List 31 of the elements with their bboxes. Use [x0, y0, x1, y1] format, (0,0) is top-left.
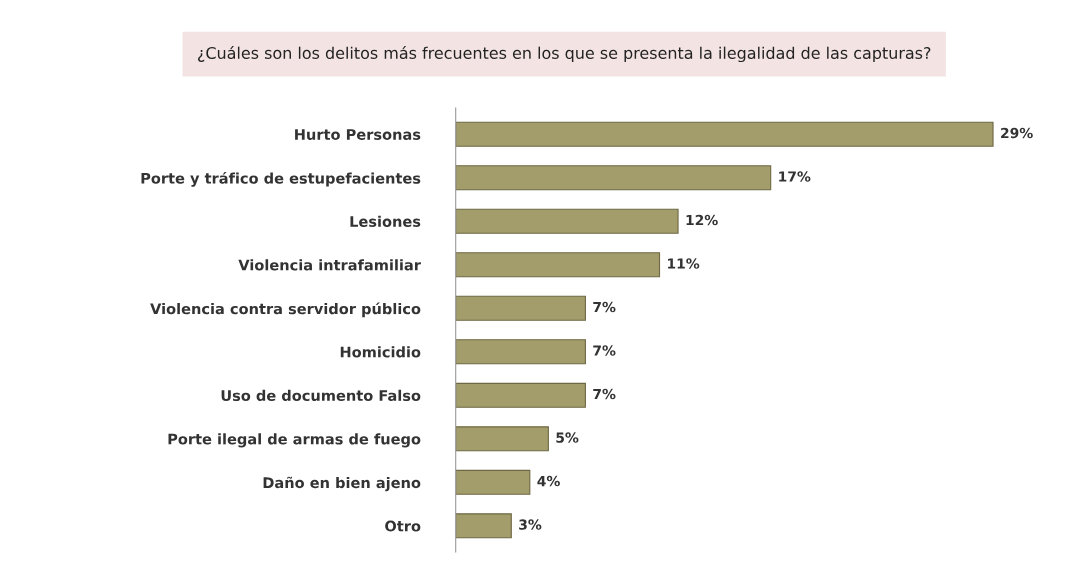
- data-label: 7%: [593, 388, 616, 400]
- bar: [455, 252, 661, 278]
- bar: [455, 121, 994, 147]
- data-label: 4%: [537, 475, 560, 487]
- y-tick-label: Violencia intrafamiliar: [238, 259, 421, 271]
- bar: [455, 382, 586, 408]
- y-tick-label: Uso de documento Falso: [221, 389, 421, 402]
- y-tick-label: Porte y tráfico de estupefacientes: [141, 171, 421, 187]
- bar: [455, 426, 549, 452]
- data-label: 5%: [556, 432, 579, 443]
- bar: [455, 165, 772, 191]
- data-label: 3%: [519, 519, 542, 530]
- data-label: 17%: [779, 171, 811, 182]
- bar: [455, 469, 531, 495]
- data-label: 12%: [686, 214, 718, 226]
- chart-title: ¿Cuáles son los delitos más frecuentes en los que se presenta la ilegalidad de las capturas?: [198, 46, 931, 63]
- y-tick-label: Violencia contra servidor público: [150, 302, 421, 318]
- data-label: 7%: [593, 301, 616, 313]
- y-tick-label: Porte ilegal de armas de fuego: [168, 433, 421, 448]
- y-tick-label: Homicidio: [340, 346, 421, 358]
- bar: [455, 513, 512, 539]
- bar: [455, 295, 586, 321]
- data-label: 29%: [1001, 127, 1033, 139]
- y-tick-label: Lesiones: [350, 215, 421, 227]
- y-tick-label: Hurto Personas: [295, 129, 421, 140]
- bar: [455, 208, 679, 234]
- y-tick-label: Daño en bien ajeno: [263, 476, 421, 492]
- data-label: 11%: [668, 258, 700, 269]
- data-label: 7%: [593, 345, 616, 356]
- bar: [455, 339, 586, 365]
- y-tick-label: Otro: [385, 520, 421, 532]
